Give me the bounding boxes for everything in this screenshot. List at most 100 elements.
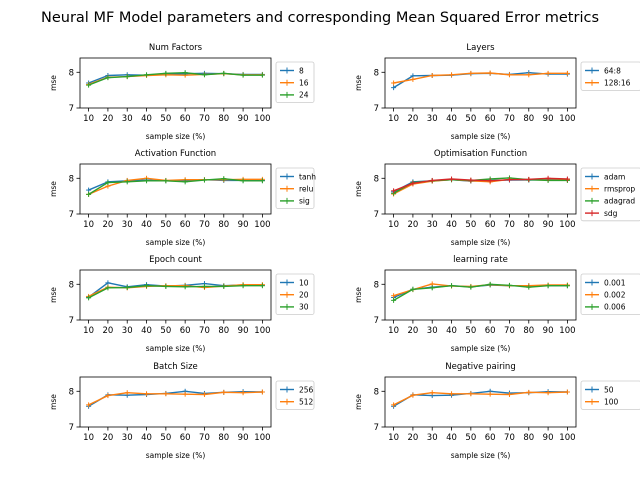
x-tick-label: 100: [254, 433, 270, 443]
legend-entry: 0.001: [585, 278, 626, 287]
x-tick-label: 50: [160, 114, 171, 124]
data-point: [182, 284, 188, 290]
data-point: [564, 176, 570, 182]
legend: 0.001 0.002 0.006: [580, 273, 640, 315]
data-point: [163, 70, 169, 76]
x-tick-label: 90: [543, 114, 554, 124]
data-point: [221, 389, 227, 395]
legend-box: [275, 167, 315, 209]
x-tick-label: 30: [427, 220, 438, 230]
y-tick-label: 7: [374, 104, 379, 114]
x-tick-label: 90: [543, 326, 554, 336]
y-tick-label: 8: [69, 280, 74, 290]
data-point: [545, 70, 551, 76]
data-point: [105, 180, 111, 186]
legend-label: 24: [299, 91, 309, 100]
data-point: [201, 177, 207, 183]
legend-box: [580, 167, 640, 222]
data-point: [86, 82, 92, 88]
legend-entry: 30: [280, 303, 309, 312]
x-tick-label: 40: [141, 326, 152, 336]
x-tick-label: 30: [427, 433, 438, 443]
legend-entry: 0.002: [585, 291, 626, 300]
data-point: [144, 283, 150, 289]
x-tick-label: 60: [180, 220, 191, 230]
data-point: [410, 286, 416, 292]
legend-label: sig: [299, 197, 310, 206]
x-tick-label: 50: [465, 326, 476, 336]
y-tick-label: 7: [69, 104, 74, 114]
x-tick-label: 90: [238, 114, 249, 124]
y-tick-label: 7: [69, 316, 74, 326]
data-point: [526, 389, 532, 395]
legend-box: [275, 61, 315, 103]
x-tick-label: 60: [485, 326, 496, 336]
legend-label: 8: [299, 66, 304, 75]
data-point: [124, 179, 130, 185]
legend-entry: 10: [280, 278, 309, 287]
legend-entry: adagrad: [585, 197, 635, 206]
legend-entry: 256: [280, 385, 314, 394]
subplot-title: Layers: [466, 43, 495, 53]
legend-entry: 64:8: [585, 66, 621, 75]
legend: adam rmsprop adagrad sdg: [580, 167, 640, 222]
x-tick-label: 80: [523, 433, 534, 443]
data-point: [391, 188, 397, 194]
x-tick-label: 70: [504, 220, 515, 230]
y-axis-label: mse: [49, 181, 58, 197]
data-point: [468, 391, 474, 397]
x-tick-label: 10: [83, 326, 94, 336]
series-line: [393, 391, 568, 406]
series-line: [88, 285, 263, 299]
x-tick-label: 100: [254, 326, 270, 336]
y-tick-label: 8: [69, 387, 74, 397]
legend: 64:8 128:16: [580, 61, 640, 91]
x-tick-label: 90: [543, 433, 554, 443]
legend-entry: 128:16: [585, 79, 631, 88]
x-tick-label: 30: [427, 326, 438, 336]
x-tick-label: 30: [122, 220, 133, 230]
y-tick-label: 8: [374, 174, 379, 184]
data-point: [221, 176, 227, 182]
x-tick-label: 50: [160, 433, 171, 443]
data-point: [487, 281, 493, 287]
data-point: [506, 177, 512, 183]
x-tick-label: 90: [543, 220, 554, 230]
x-tick-label: 70: [199, 433, 210, 443]
x-tick-label: 20: [102, 326, 113, 336]
x-tick-label: 30: [122, 326, 133, 336]
subplot-title: Batch Size: [153, 362, 198, 372]
data-point: [86, 295, 92, 301]
x-tick-label: 40: [446, 220, 457, 230]
data-point: [259, 389, 265, 395]
data-point: [391, 85, 397, 91]
x-axis-label: sample size (%): [146, 238, 206, 247]
subplot-title: Activation Function: [135, 149, 216, 159]
data-point: [410, 392, 416, 398]
figure-title: Neural MF Model parameters and correspon…: [41, 10, 599, 26]
series-line: [88, 71, 263, 86]
legend-label: 0.001: [604, 278, 626, 287]
y-axis-label: mse: [354, 394, 363, 410]
data-point: [259, 72, 265, 78]
data-point: [564, 389, 570, 395]
data-point: [144, 391, 150, 397]
subplot: Epoch count 7 8 10 20 30 40 50 60 70 80 90 100 sample…: [49, 255, 315, 353]
subplot-title: Num Factors: [149, 43, 203, 53]
data-point: [429, 390, 435, 396]
x-tick-label: 20: [102, 220, 113, 230]
legend-box: [580, 273, 640, 315]
data-point: [182, 179, 188, 185]
data-point: [86, 187, 92, 193]
data-point: [201, 392, 207, 397]
legend-label: adam: [604, 172, 625, 181]
x-tick-label: 80: [523, 114, 534, 124]
data-point: [487, 178, 493, 184]
data-point: [240, 283, 246, 289]
x-tick-label: 20: [102, 114, 113, 124]
x-tick-label: 100: [559, 326, 575, 336]
legend-label: 16: [299, 79, 309, 88]
data-point: [240, 72, 246, 78]
